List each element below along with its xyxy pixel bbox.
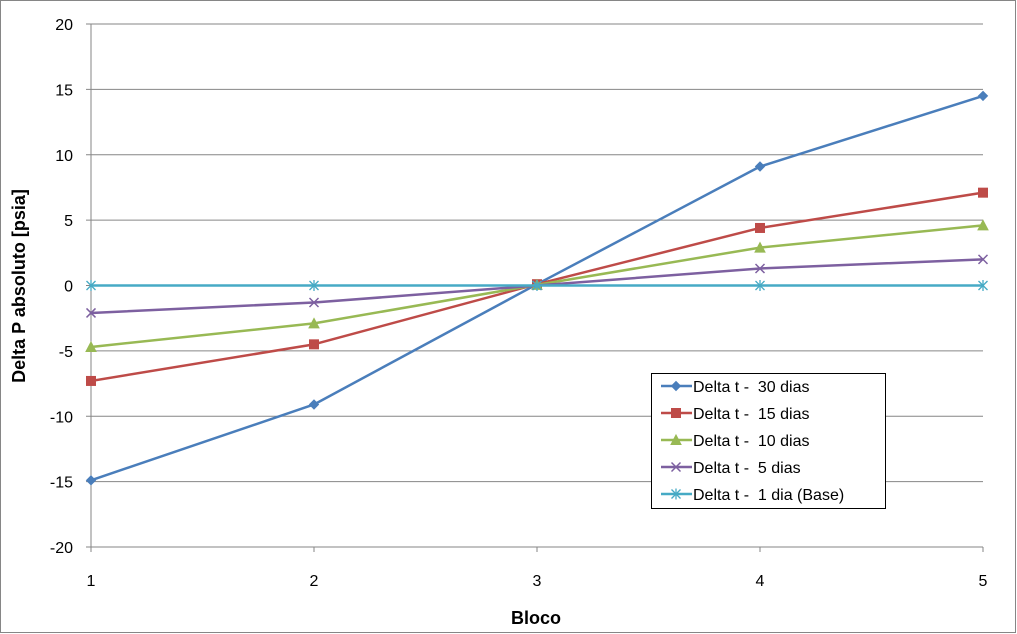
x-tick-label: 5 [979, 573, 988, 590]
data-point [85, 475, 97, 486]
data-point [754, 263, 766, 274]
data-point [85, 307, 97, 318]
data-point [977, 90, 989, 102]
legend-label: Delta t - 30 dias [693, 379, 810, 396]
marker-stroke [754, 263, 766, 274]
y-tick-label: -20 [50, 540, 73, 557]
data-point [308, 317, 320, 329]
legend-marker [670, 380, 682, 392]
marker-stroke [670, 461, 682, 473]
data-point [86, 375, 96, 386]
data-point [977, 254, 989, 265]
marker-stroke [85, 307, 97, 318]
data-point [309, 339, 319, 350]
y-tick-label: 20 [55, 17, 73, 34]
series-group [85, 90, 989, 486]
data-point [977, 219, 989, 231]
legend-item: Delta t - 1 dia (Base) [661, 487, 844, 504]
y-tick-label: -15 [50, 475, 73, 492]
y-tick-label: 5 [64, 213, 73, 230]
legend-label: Delta t - 1 dia (Base) [693, 487, 844, 504]
data-point [86, 280, 96, 291]
y-tick-label: 10 [55, 148, 73, 165]
data-point [308, 297, 320, 308]
marker-stroke [308, 297, 320, 308]
legend-item: Delta t - 10 dias [661, 433, 810, 450]
data-point [755, 280, 765, 291]
legend-marker [670, 461, 682, 473]
data-point [754, 241, 766, 253]
data-point [754, 161, 766, 172]
legend-marker [671, 408, 681, 418]
y-tick-label: -5 [59, 344, 73, 361]
legend-item: Delta t - 5 dias [661, 460, 801, 477]
x-tick-label: 4 [756, 573, 765, 590]
legend-label: Delta t - 5 dias [693, 460, 801, 477]
legend: Delta t - 30 dias Delta t - 15 dias Delta … [651, 373, 886, 509]
data-point [308, 399, 320, 410]
data-point [532, 280, 542, 291]
marker-stroke [977, 254, 989, 265]
y-axis-title: Delta P absoluto [psia] [9, 189, 29, 383]
data-point [309, 280, 319, 291]
series-5 [86, 280, 988, 291]
data-point [755, 222, 765, 233]
legend-item: Delta t - 15 dias [661, 406, 810, 423]
x-tick-label: 3 [533, 573, 542, 590]
x-tick-label: 1 [87, 573, 96, 590]
y-tick-label: 15 [55, 82, 73, 99]
x-axis-title: Bloco [511, 608, 561, 628]
legend-marker [670, 433, 682, 445]
data-point [978, 280, 988, 291]
x-tick-label: 2 [310, 573, 319, 590]
legend-marker [671, 488, 681, 500]
legend-label: Delta t - 10 dias [693, 433, 810, 450]
y-tick-label: 0 [64, 279, 73, 296]
legend-label: Delta t - 15 dias [693, 406, 810, 423]
y-tick-label: -10 [50, 409, 73, 426]
legend-item: Delta t - 30 dias [661, 379, 810, 396]
data-point [85, 340, 97, 352]
data-point [978, 187, 988, 198]
